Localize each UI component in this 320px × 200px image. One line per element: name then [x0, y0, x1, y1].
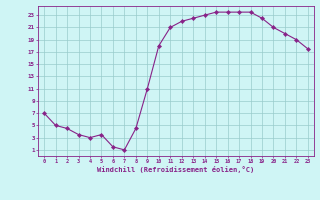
X-axis label: Windchill (Refroidissement éolien,°C): Windchill (Refroidissement éolien,°C) [97, 166, 255, 173]
